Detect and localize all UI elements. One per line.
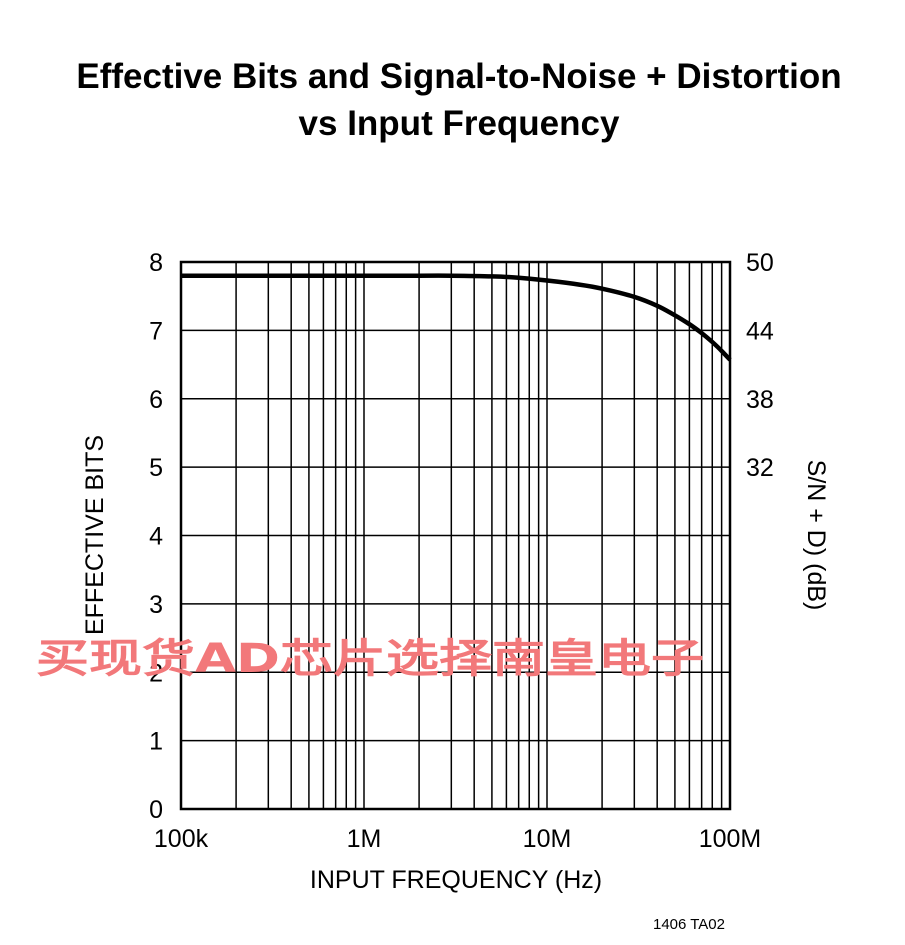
y2-tick-label: 44 — [746, 317, 774, 345]
y2-tick-label: 50 — [746, 249, 774, 277]
chart-title-line1: Effective Bits and Signal-to-Noise + Dis… — [76, 57, 841, 96]
y-tick-label: 7 — [149, 317, 163, 345]
series-line — [181, 273, 732, 362]
y2-tick-label: 32 — [746, 454, 774, 482]
y-tick-label: 2 — [149, 659, 163, 687]
x-tick-label: 100M — [699, 825, 762, 853]
y-tick-label: 1 — [149, 728, 163, 756]
grid — [180, 261, 731, 810]
figure-code: 1406 TA02 — [653, 916, 725, 933]
y2-axis-label: S/N + D) (dB) — [802, 460, 830, 611]
plot-frame — [179, 260, 732, 811]
y-tick-label: 4 — [149, 523, 163, 551]
y-tick-label: 8 — [149, 249, 163, 277]
tick-labels: 100k 1M 10M 100M 0 1 2 3 4 5 6 7 8 32 38 44 50 — [149, 249, 774, 853]
x-tick-label: 1M — [347, 825, 382, 853]
watermark-text: 买现货AD芯片选择南皇电子 — [36, 636, 704, 682]
y-tick-label: 6 — [149, 386, 163, 414]
x-axis-label: INPUT FREQUENCY (Hz) — [310, 866, 602, 894]
y-tick-label: 5 — [149, 454, 163, 482]
series — [181, 273, 732, 362]
x-tick-label: 10M — [523, 825, 572, 853]
x-tick-label: 100k — [154, 825, 209, 853]
y-tick-label: 3 — [149, 591, 163, 619]
y-tick-label: 0 — [149, 796, 163, 824]
chart-title-line2: vs Input Frequency — [299, 104, 620, 143]
y2-tick-label: 38 — [746, 386, 774, 414]
y-axis-label: EFFECTIVE BITS — [81, 435, 109, 635]
